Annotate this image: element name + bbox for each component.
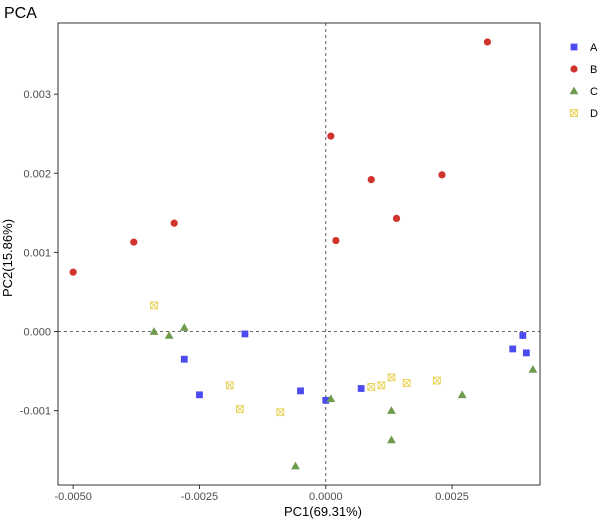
y-tick-label: 0.003 xyxy=(23,89,51,101)
legend-label-c: C xyxy=(590,86,598,98)
point-c xyxy=(179,323,189,331)
point-c xyxy=(528,365,538,373)
point-b xyxy=(438,171,446,179)
point-d xyxy=(150,301,158,310)
legend-key-a xyxy=(570,43,578,51)
legend-key-c xyxy=(569,86,579,95)
x-tick-label: -0.0050 xyxy=(55,491,92,503)
point-c xyxy=(457,390,467,399)
point-d xyxy=(387,373,396,382)
point-a xyxy=(509,345,517,353)
y-tick-label: -0.001 xyxy=(20,406,51,418)
point-c xyxy=(326,394,336,403)
point-c xyxy=(387,406,396,414)
point-a xyxy=(241,330,249,338)
point-c xyxy=(387,435,396,444)
y-tick-label: 0.002 xyxy=(23,168,51,180)
chart-title: PCA xyxy=(4,5,37,22)
point-b xyxy=(170,219,178,227)
point-d xyxy=(402,379,411,387)
point-d xyxy=(276,408,285,417)
y-tick-label: 0.000 xyxy=(23,327,51,339)
y-tick-label: 0.001 xyxy=(23,247,51,259)
x-tick-label: 0.0025 xyxy=(435,491,469,503)
point-d xyxy=(225,381,234,390)
point-d xyxy=(433,376,441,385)
legend-label-a: A xyxy=(590,42,598,54)
legend-label-b: B xyxy=(590,64,597,76)
point-d xyxy=(367,383,376,391)
x-axis-title: PC1(69.31%) xyxy=(284,504,362,519)
plot-panel xyxy=(57,22,541,486)
point-a xyxy=(196,391,203,399)
x-tick-label: 0.0000 xyxy=(309,491,343,503)
point-a xyxy=(519,332,527,339)
point-c xyxy=(291,461,300,470)
point-b xyxy=(367,176,375,184)
x-tick-label: -0.0025 xyxy=(181,491,218,503)
point-b xyxy=(130,238,138,246)
point-a xyxy=(357,385,365,392)
point-a xyxy=(297,387,304,395)
plot-area: -0.0050 -0.0025 0.0000 0.0025 -0.001 0.000 0.0… xyxy=(20,22,541,503)
point-b xyxy=(327,132,335,140)
legend-key-b xyxy=(570,65,578,73)
point-b xyxy=(483,38,492,46)
legend-key-d xyxy=(570,109,578,117)
point-c xyxy=(164,331,174,339)
point-d xyxy=(235,405,244,413)
point-b xyxy=(332,236,340,245)
point-a xyxy=(322,396,330,404)
point-a xyxy=(522,349,530,357)
point-b xyxy=(69,268,77,276)
point-a xyxy=(180,355,188,363)
point-c xyxy=(149,327,159,335)
point-d xyxy=(377,381,386,390)
legend-label-d: D xyxy=(590,108,598,120)
y-axis-title: PC2(15.86%) xyxy=(0,219,15,297)
point-b xyxy=(392,214,401,223)
